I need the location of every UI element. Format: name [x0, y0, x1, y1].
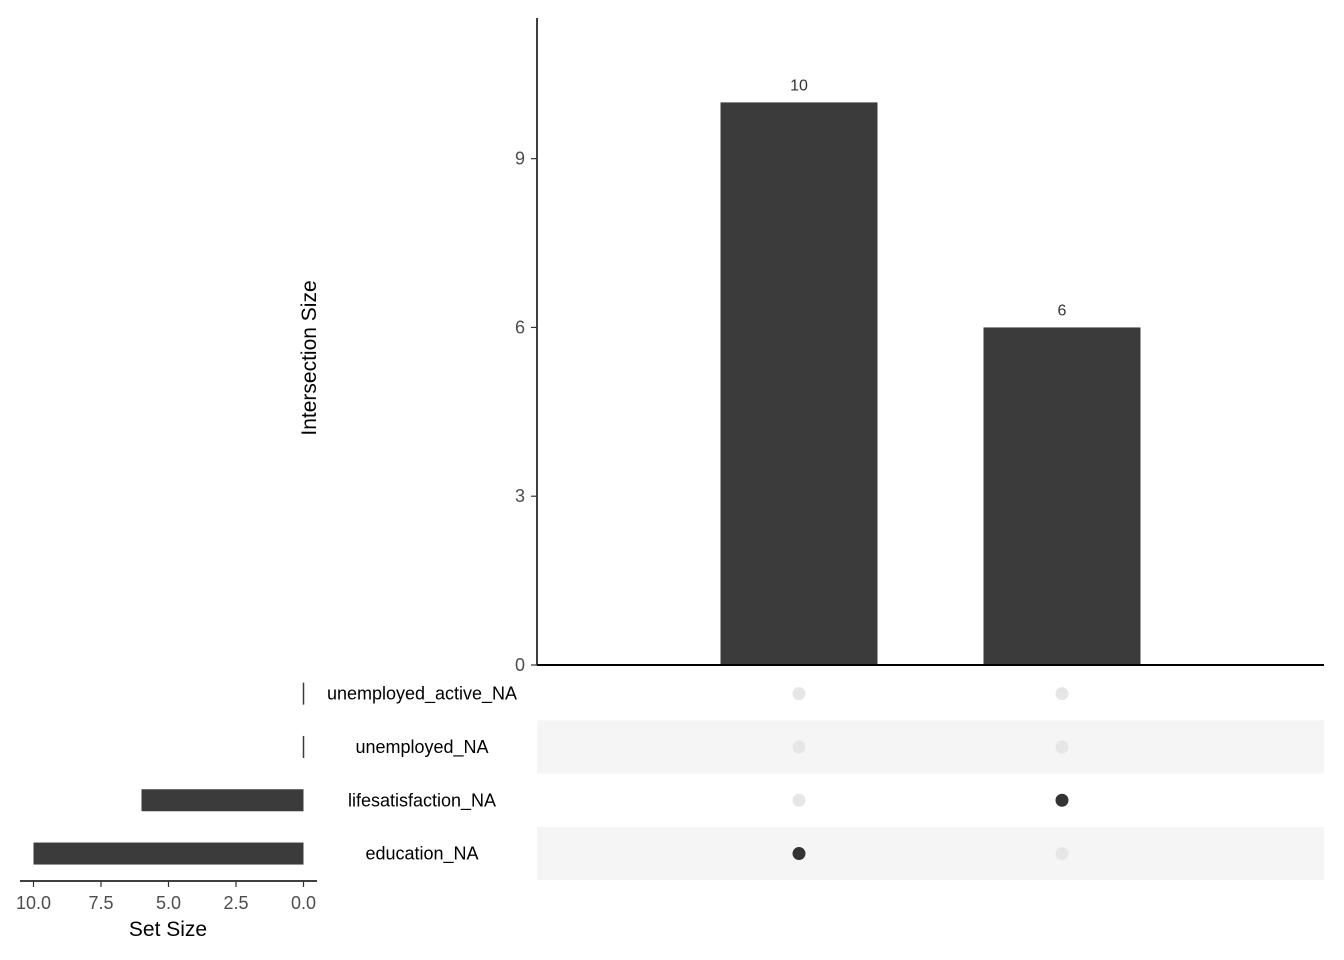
set-size-axis: 10.0 7.5 5.0 2.5 0.0 [16, 880, 317, 913]
y-tick-label: 6 [515, 317, 525, 337]
matrix-dot-active [792, 847, 806, 861]
intersection-bar-label: 10 [790, 77, 808, 94]
set-label: unemployed_NA [355, 737, 488, 758]
intersection-bar [720, 102, 878, 666]
set-size-axis-title: Set Size [129, 918, 207, 941]
intersection-bar-label: 6 [1058, 302, 1067, 319]
y-tick-label: 9 [515, 149, 525, 169]
matrix-dot-inactive [792, 793, 806, 807]
set-label: education_NA [365, 844, 478, 865]
matrix-dot-inactive [792, 687, 806, 701]
set-tick-label: 2.5 [223, 893, 248, 913]
set-label: lifesatisfaction_NA [348, 790, 496, 811]
y-tick-label: 3 [515, 486, 525, 506]
intersection-size-axis-title: Intersection Size [298, 280, 321, 435]
matrix-row-stripes [537, 720, 1324, 881]
matrix-row-stripe [537, 720, 1324, 774]
matrix-dot-inactive [1055, 687, 1069, 701]
matrix-dot-inactive [1055, 847, 1069, 861]
set-label: unemployed_active_NA [327, 684, 517, 705]
matrix-dot-inactive [1055, 740, 1069, 754]
set-tick-label: 7.5 [88, 893, 113, 913]
set-labels: unemployed_active_NA unemployed_NAlifesat… [327, 684, 517, 865]
intersection-size-axis: 0 3 6 9 [515, 18, 1324, 675]
set-size-bars [33, 682, 305, 865]
intersection-bar [983, 327, 1141, 665]
matrix-dot-active [1055, 793, 1069, 807]
intersection-bar-labels: 10 6 [790, 77, 1066, 319]
intersection-matrix [792, 687, 1069, 861]
set-tick-label: 0.0 [291, 893, 316, 913]
matrix-row-stripe [537, 826, 1324, 881]
y-tick-label: 0 [515, 655, 525, 675]
set-size-bar [141, 789, 304, 812]
matrix-dot-inactive [792, 740, 806, 754]
set-size-bar [33, 842, 304, 865]
intersection-bars [720, 102, 1141, 666]
set-tick-label: 10.0 [16, 893, 51, 913]
set-tick-label: 5.0 [156, 893, 181, 913]
